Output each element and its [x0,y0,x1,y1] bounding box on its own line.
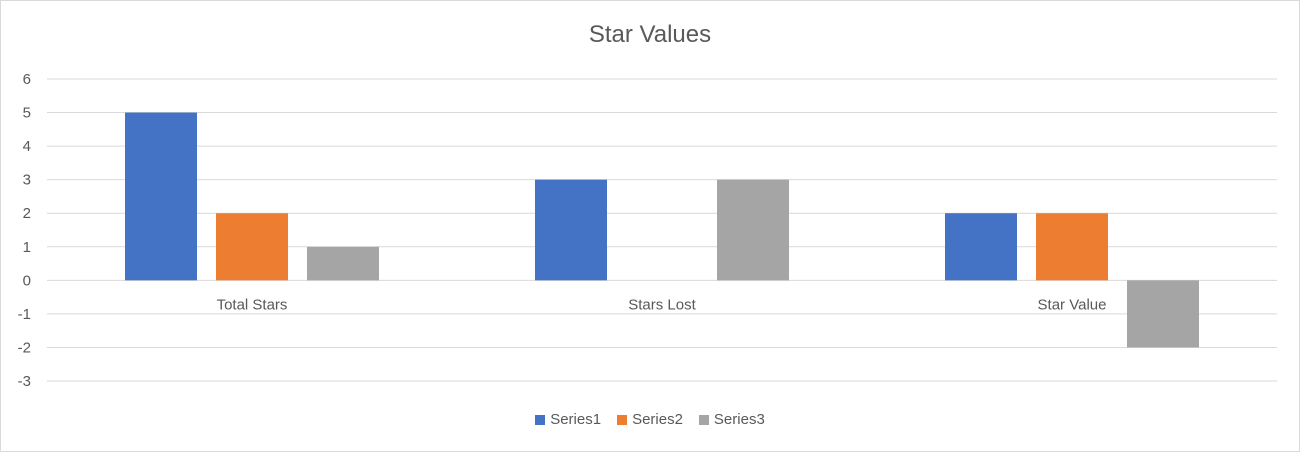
legend-label: Series3 [713,411,765,428]
y-tick-label: 3 [23,172,31,189]
y-tick-label: -1 [18,306,31,323]
bar-series2-0 [216,213,288,281]
y-tick-label: 4 [23,138,31,155]
x-category-label: Total Stars [217,296,288,313]
legend-label: Series1 [550,411,602,428]
x-category-label: Star Value [1038,296,1107,313]
legend-item-series3: Series3 [698,411,765,428]
legend-swatch [535,414,546,425]
y-tick-label: -3 [18,373,31,390]
bar-series1-2 [945,213,1017,281]
legend-label: Series2 [632,411,683,428]
y-tick-label: 1 [23,239,31,256]
legend-swatch [698,414,709,425]
chart-legend: Series1 Series2 Series3 [1,411,1299,428]
legend-item-series2: Series2 [617,411,683,428]
bar-series3-2 [1127,280,1199,348]
legend-item-series1: Series1 [535,411,601,428]
legend-swatch [617,414,628,425]
bar-series2-2 [1036,213,1108,281]
y-tick-label: 6 [23,71,31,88]
y-tick-label: -2 [18,339,31,356]
bar-series3-0 [307,246,379,281]
y-tick-label: 2 [23,205,31,222]
x-category-label: Stars Lost [628,296,696,313]
bar-series1-0 [125,112,197,281]
y-tick-label: 5 [23,105,31,122]
y-tick-label: 0 [23,272,31,289]
chart-title: Star Values [588,21,712,48]
bar-series1-1 [535,179,607,281]
bar-series3-1 [717,179,789,281]
